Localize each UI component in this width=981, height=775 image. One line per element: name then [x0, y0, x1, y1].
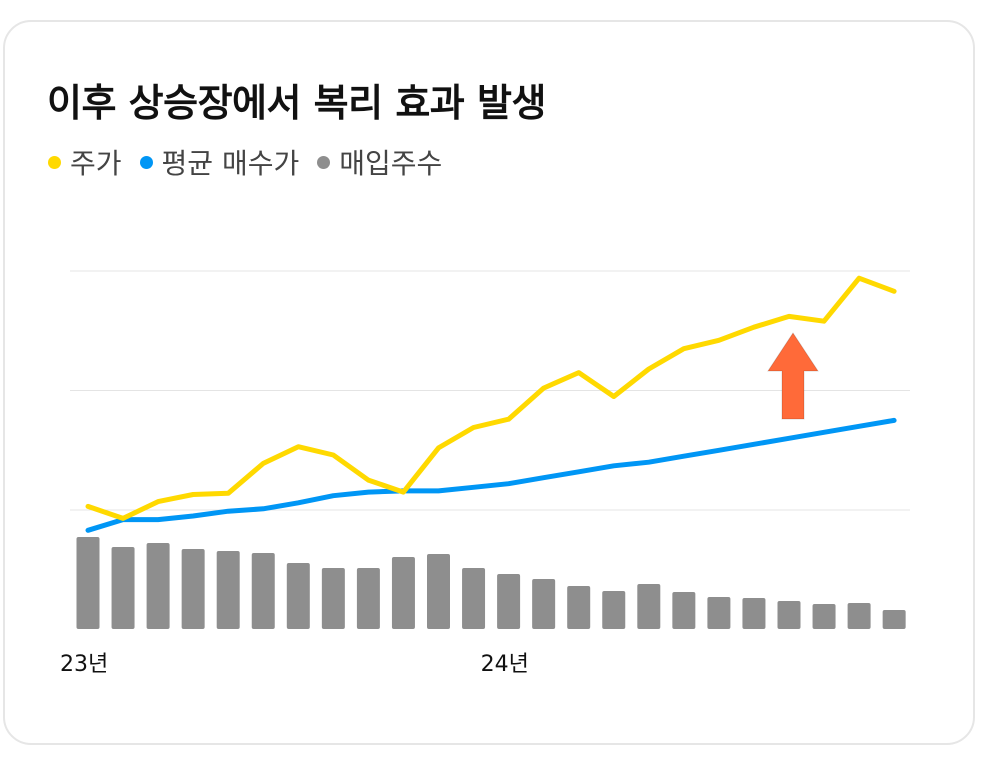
shares-bar — [146, 543, 170, 629]
x-tick-label: 23년 — [60, 652, 108, 677]
shares-bar — [111, 547, 135, 629]
shares-bar — [286, 563, 310, 629]
legend-dot-avg-cost — [139, 155, 153, 169]
shares-bar — [847, 603, 871, 629]
legend-label-shares: 매입주수 — [339, 147, 443, 180]
shares-bar — [777, 601, 801, 629]
shares-bar — [672, 592, 696, 629]
up-arrow-icon — [767, 332, 819, 420]
shares-bar — [567, 586, 591, 629]
shares-bar — [356, 568, 380, 629]
shares-bar — [462, 568, 486, 629]
shares-bar — [391, 557, 415, 629]
legend-dot-shares — [317, 155, 331, 169]
shares-bar — [812, 604, 836, 629]
legend-label-price: 주가 — [70, 147, 122, 180]
chart-title: 이후 상승장에서 복리 효과 발생 — [47, 81, 546, 125]
x-tick-label: 24년 — [481, 652, 529, 677]
legend-item-avg-cost: 평균 매수가 — [139, 142, 300, 182]
legend-item-shares: 매입주수 — [317, 142, 442, 182]
shares-bar — [181, 549, 205, 629]
price-line — [85, 275, 897, 521]
avg-cost-line — [85, 417, 897, 533]
shares-bar — [602, 591, 626, 629]
shares-bar — [532, 579, 556, 629]
shares-bar — [637, 584, 661, 629]
chart-legend: 주가 평균 매수가 매입주수 — [48, 142, 460, 182]
shares-bar — [76, 537, 100, 629]
legend-item-price: 주가 — [48, 142, 122, 182]
shares-bar — [216, 551, 240, 629]
shares-bar — [882, 610, 906, 629]
shares-bar — [497, 574, 521, 629]
shares-bar — [321, 568, 345, 629]
shares-bar — [251, 553, 275, 629]
legend-label-avg-cost: 평균 매수가 — [161, 147, 300, 180]
shares-bar — [742, 598, 766, 629]
shares-bar — [427, 554, 450, 629]
shares-bar — [707, 597, 731, 629]
legend-dot-price — [48, 155, 61, 169]
